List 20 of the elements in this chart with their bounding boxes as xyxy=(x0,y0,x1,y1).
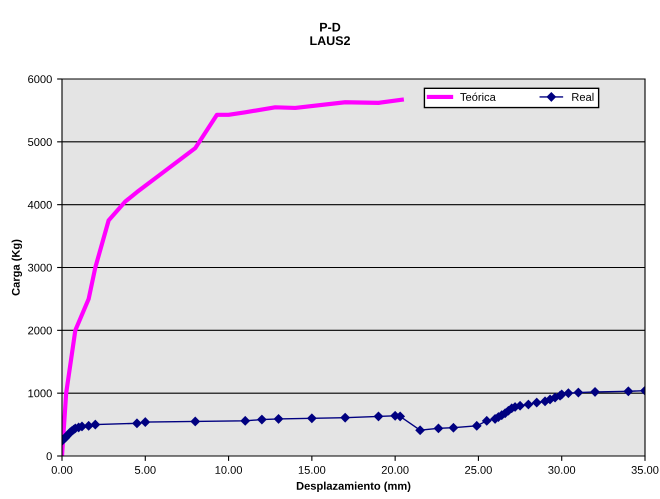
x-tick-label: 0.00 xyxy=(52,466,72,474)
x-tick-label: 15.00 xyxy=(298,466,326,474)
y-tick-label: 4000 xyxy=(28,200,52,209)
x-tick-label: 30.00 xyxy=(548,466,576,474)
y-tick-label: 0 xyxy=(46,452,52,460)
x-axis-title: Desplazamiento (mm) xyxy=(296,482,410,492)
legend-label: Teórica xyxy=(460,92,496,101)
y-tick-label: 3000 xyxy=(28,264,52,272)
x-tick-label: 20.00 xyxy=(382,466,409,474)
y-axis-title: Carga (Kg) xyxy=(12,240,22,296)
x-tick-label: 10.00 xyxy=(216,466,242,474)
y-tick-label: 2000 xyxy=(28,326,52,334)
x-tick-label: 35.00 xyxy=(632,466,658,474)
y-tick-label: 5000 xyxy=(28,138,52,146)
chart-title: P-D LAUS2 xyxy=(310,22,350,46)
x-tick-label: 5.00 xyxy=(134,466,156,474)
x-tick-label: 25.00 xyxy=(465,466,492,474)
legend-label: Real xyxy=(572,92,594,101)
y-tick-label: 6000 xyxy=(28,75,52,84)
y-tick-label: 1000 xyxy=(28,389,52,398)
